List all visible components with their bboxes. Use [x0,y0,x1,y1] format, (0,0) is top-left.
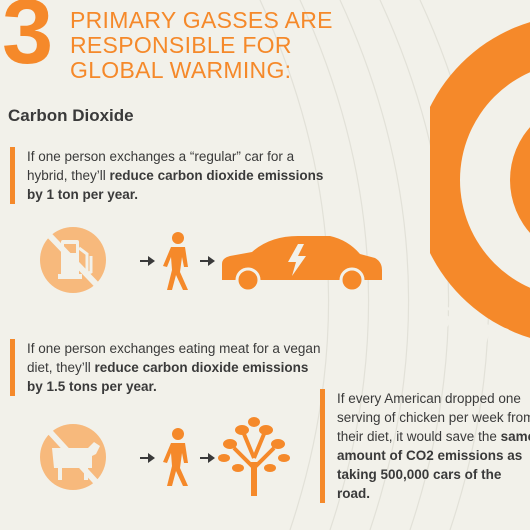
no-gas-pump-icon [40,227,106,293]
headline-line-1: PRIMARY GASSES ARE [70,8,370,33]
section-title: Carbon Dioxide [8,106,134,126]
walking-person-icon [163,232,188,290]
headline-line-2: RESPONSIBLE FOR [70,33,370,58]
fact-vegan-diet: If one person exchanges eating meat for … [10,339,327,396]
car-swap-illustration [30,222,390,297]
big-number-three: 3 [2,0,53,78]
headline: PRIMARY GASSES ARE RESPONSIBLE FOR GLOBA… [70,8,370,83]
no-cow-icon [40,424,106,490]
global-warming-badge: GLOBAL WARMING [430,0,530,370]
tree-icon [218,417,290,496]
arrow-right-icon [200,453,215,463]
arrow-right-icon [140,453,155,463]
arrow-right-icon [140,256,155,266]
arrow-right-icon [200,256,215,266]
walking-person-icon [163,428,188,486]
diet-swap-illustration [30,412,330,502]
electric-car-icon [222,236,382,291]
fact-hybrid-car: If one person exchanges a “regular” car … [10,147,327,204]
headline-line-3: GLOBAL WARMING: [70,58,370,83]
fact-chicken: If every American dropped one serving of… [320,389,530,503]
